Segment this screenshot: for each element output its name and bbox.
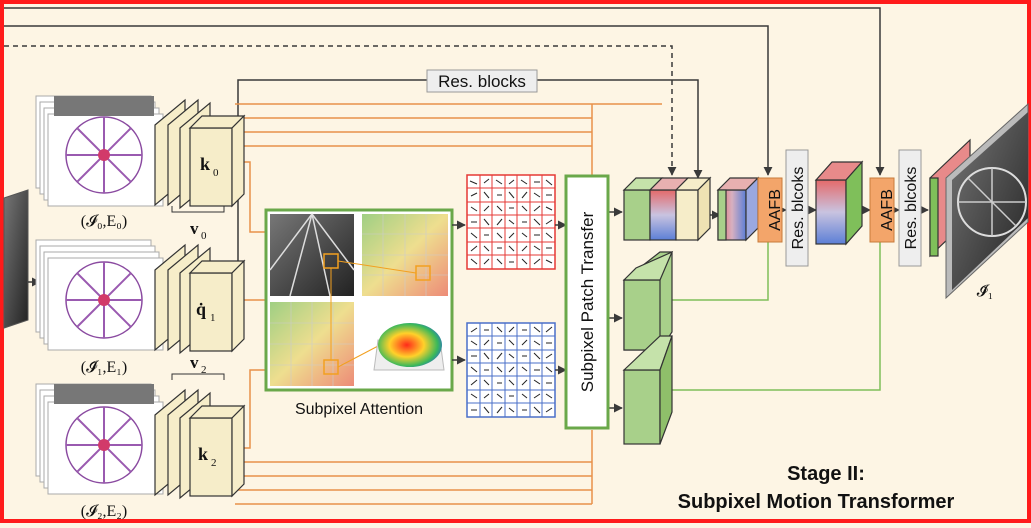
fused-block-1 bbox=[716, 176, 760, 242]
subpixel-patch-transfer-label: Subpixel Patch Transfer bbox=[578, 211, 597, 392]
v0-bracket bbox=[171, 206, 225, 213]
v2-subscript: 2 bbox=[201, 364, 207, 376]
fused-block-2 bbox=[814, 160, 864, 246]
output-label: 𝓘̇₁ bbox=[977, 283, 993, 300]
aafb-box-2 bbox=[869, 177, 895, 243]
aafb-label-2: AAFB bbox=[879, 189, 896, 231]
feature-block-k0 bbox=[154, 98, 246, 210]
res-blocks-top-label: Res. blocks bbox=[438, 72, 526, 91]
k0-subscript: 0 bbox=[213, 167, 219, 179]
aafb-box-1 bbox=[757, 177, 783, 243]
res-blcoks-label-1: Res. blcoks bbox=[790, 167, 807, 250]
red-flow-grid bbox=[466, 174, 556, 270]
stage-title-line1: Stage II: bbox=[787, 463, 865, 485]
feature-block-q1 bbox=[154, 243, 246, 355]
v0-subscript: 0 bbox=[201, 230, 207, 242]
k0-label: k bbox=[200, 154, 210, 174]
concat-feature-block bbox=[622, 176, 712, 242]
green-connections bbox=[660, 238, 881, 391]
k2-label: k bbox=[198, 444, 208, 464]
subpixel-attention-label: Subpixel Attention bbox=[295, 401, 423, 418]
event-stack-0 bbox=[35, 95, 164, 207]
event-stack-2 bbox=[35, 383, 164, 495]
input-label-0: (𝓘₀,E₀) bbox=[81, 213, 127, 230]
v0-label: v bbox=[190, 219, 199, 238]
green-patch-2 bbox=[622, 335, 673, 445]
stage-title-line2: Subpixel Motion Transformer bbox=[678, 491, 955, 513]
event-stack-1 bbox=[35, 239, 164, 351]
q1-label: q̇ bbox=[196, 299, 206, 319]
feature-block-k2 bbox=[154, 388, 246, 500]
k2-subscript: 2 bbox=[211, 457, 217, 469]
v2-bracket bbox=[171, 373, 225, 380]
v2-label: v bbox=[190, 353, 199, 372]
input-frame-thumb bbox=[3, 189, 41, 329]
input-label-2: (𝓘₂,E₂) bbox=[81, 503, 127, 520]
aafb-label-1: AAFB bbox=[767, 189, 784, 231]
input-label-1: (𝓘̂₁,E₁) bbox=[81, 359, 127, 376]
blue-flow-grid bbox=[466, 322, 556, 418]
q1-subscript: 1 bbox=[210, 312, 216, 324]
res-blocks-top-box bbox=[426, 69, 538, 93]
green-patch-1 bbox=[622, 250, 674, 351]
subpixel-patch-transfer-box bbox=[564, 174, 610, 430]
res-blcoks-box-1 bbox=[785, 149, 809, 267]
subpixel-attention-box bbox=[264, 208, 454, 392]
output-image bbox=[945, 102, 1029, 300]
res-blcoks-box-2 bbox=[898, 149, 922, 267]
res-blcoks-label-2: Res. blcoks bbox=[903, 167, 920, 250]
